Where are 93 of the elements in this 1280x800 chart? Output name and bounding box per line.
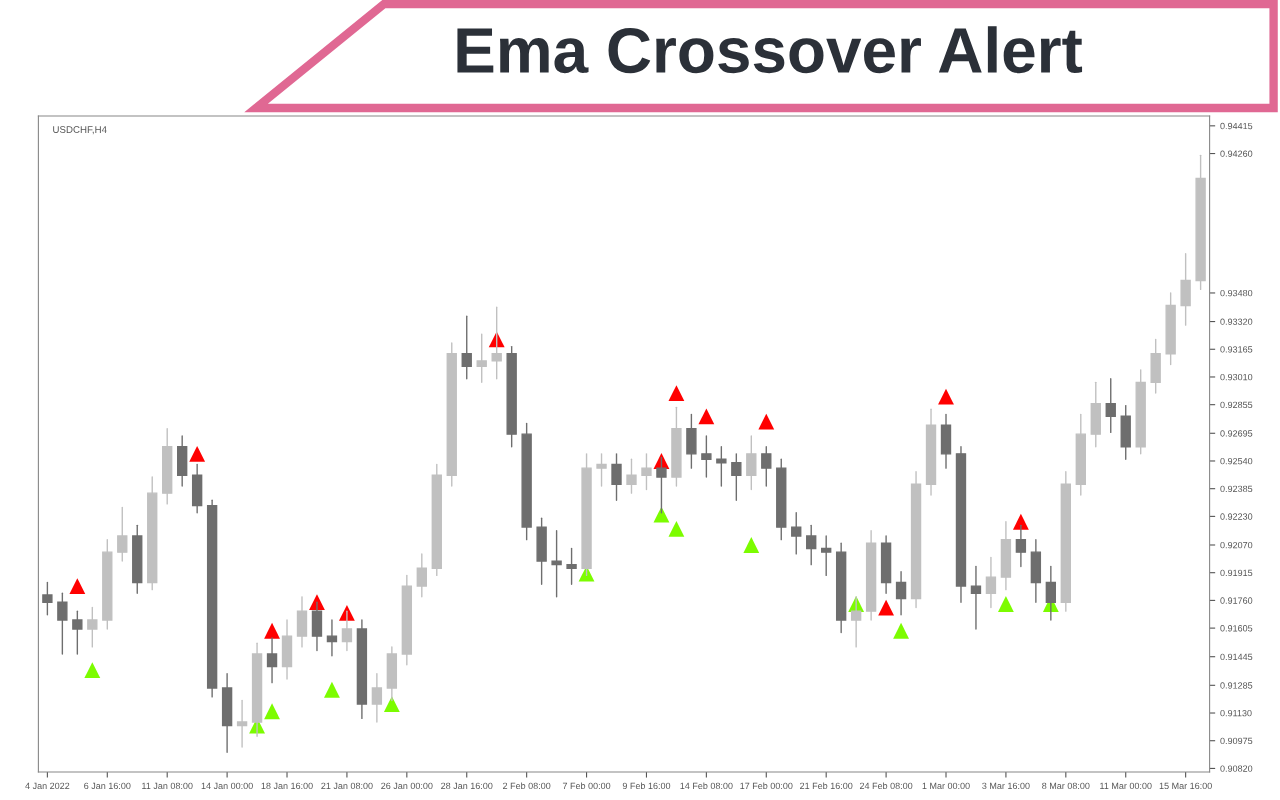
candlestick [895, 571, 907, 616]
point [189, 445, 206, 462]
point [893, 622, 909, 639]
y-tick-label: 0.92070 [1220, 541, 1253, 549]
candlestick [761, 445, 772, 487]
point [264, 622, 280, 639]
candlestick [476, 333, 487, 384]
candlestick [371, 672, 383, 723]
candlestick [791, 512, 802, 555]
y-tick-label: 0.94415 [1220, 122, 1253, 130]
candlestick [87, 606, 98, 648]
candlestick [806, 524, 817, 566]
x-tick-label: 3 Mar 16:00 [982, 782, 1030, 790]
point [264, 703, 280, 720]
x-tick-label: 21 Feb 16:00 [800, 782, 853, 790]
x-tick-label: 21 Jan 08:00 [321, 782, 373, 790]
y-tick-label: 0.91760 [1220, 597, 1253, 604]
point [938, 388, 954, 405]
y-tick-label: 0.93010 [1220, 373, 1253, 381]
x-tick-label: 11 Mar 00:00 [1100, 782, 1152, 790]
candlestick [117, 506, 128, 562]
candlestick [42, 581, 53, 616]
y-tick-label: 0.93480 [1220, 289, 1253, 297]
candlestick [1105, 378, 1116, 434]
y-tick-label: 0.91445 [1220, 653, 1253, 661]
candlestick [1045, 565, 1057, 621]
x-tick-label: 11 Jan 08:00 [142, 782, 193, 790]
x-tick-label: 2 Feb 08:00 [503, 782, 551, 790]
y-tick-label: 0.92230 [1220, 513, 1253, 520]
candlestick [701, 435, 712, 478]
y-tick-label: 0.92385 [1220, 485, 1253, 493]
point [84, 662, 101, 679]
x-tick-label: 6 Jan 16:00 [84, 782, 131, 790]
point [997, 596, 1014, 612]
x-tick-label: 17 Feb 00:00 [740, 782, 793, 790]
candlestick [491, 306, 502, 380]
x-tick-label: 26 Jan 00:00 [381, 782, 433, 790]
point [69, 578, 86, 595]
candlestick [731, 453, 742, 502]
point [668, 385, 685, 401]
point [758, 413, 775, 430]
y-tick-label: 0.92855 [1220, 401, 1253, 409]
y-tick-label: 0.92695 [1220, 430, 1253, 437]
point [698, 408, 715, 425]
point [1012, 513, 1029, 530]
point [668, 520, 685, 537]
y-tick-label: 0.90975 [1220, 737, 1253, 745]
candlestick [611, 453, 622, 502]
y-tick-label: 0.91605 [1220, 625, 1253, 632]
candlestick [236, 699, 248, 748]
y-tick-label: 0.91130 [1220, 709, 1252, 717]
x-tick-label: 14 Feb 08:00 [680, 782, 733, 790]
x-tick-label: 7 Feb 00:00 [562, 782, 611, 790]
text: USDCHF,H4 [53, 126, 107, 135]
point [653, 506, 670, 523]
y-tick-label: 0.94260 [1220, 150, 1253, 157]
candlestick [326, 619, 338, 657]
x-tick-label: 4 Jan 2022 [25, 782, 70, 790]
x-tick-label: 15 Mar 16:00 [1159, 782, 1212, 790]
candlestick [716, 445, 727, 487]
x-tick-label: 28 Jan 16:00 [441, 782, 493, 790]
y-tick-label: 0.93165 [1220, 346, 1253, 353]
candlestick [596, 453, 607, 487]
point [324, 681, 340, 698]
x-tick-label: 14 Jan 00:00 [201, 782, 253, 790]
x-tick-label: 9 Feb 16:00 [622, 782, 671, 790]
point [383, 696, 400, 712]
x-tick-label: 1 Mar 00:00 [922, 782, 970, 790]
candlestick [821, 535, 832, 577]
x-tick-label: 18 Jan 16:00 [261, 782, 313, 790]
y-tick-label: 0.92540 [1220, 457, 1253, 465]
candlestick [416, 553, 427, 598]
y-tick-label: 0.93320 [1220, 318, 1253, 325]
y-tick-label: 0.91915 [1220, 569, 1253, 577]
point [743, 537, 760, 553]
chart-title: Ema Crossover Alert [457, 26, 1083, 74]
candlestick [970, 565, 982, 630]
candlestick [850, 596, 862, 648]
point [878, 599, 895, 616]
candlestick [551, 529, 562, 598]
candlestick [72, 610, 83, 655]
candlestick [461, 315, 472, 380]
y-tick-label: 0.91285 [1220, 682, 1253, 689]
candlestick [566, 547, 577, 586]
candlestick [57, 592, 68, 655]
x-tick-label: 24 Feb 08:00 [859, 782, 913, 790]
candlestick [985, 556, 997, 609]
candlestick [746, 435, 757, 491]
candlestick [656, 456, 667, 514]
y-tick-label: 0.90820 [1220, 765, 1253, 772]
candlestick [626, 458, 637, 494]
candlestick [641, 453, 652, 491]
x-tick-label: 8 Mar 08:00 [1042, 782, 1090, 790]
